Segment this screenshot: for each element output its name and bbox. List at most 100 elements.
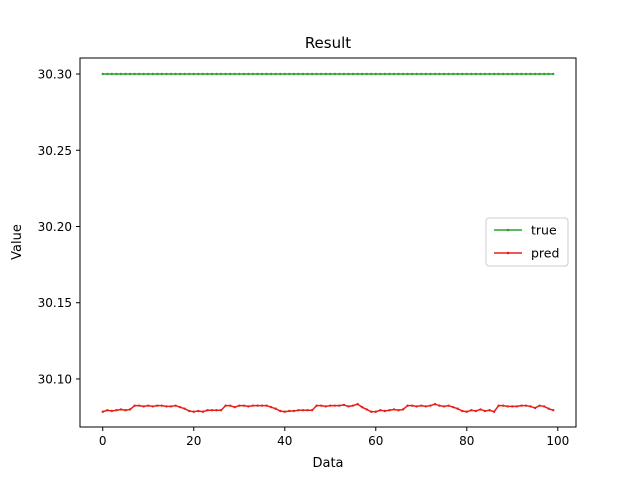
series-layer xyxy=(101,72,555,413)
series-pred-point xyxy=(228,404,232,407)
series-true-point xyxy=(542,72,546,76)
series-pred-point xyxy=(483,409,487,413)
series-true-point xyxy=(447,72,450,76)
series-pred-point xyxy=(283,410,286,413)
series-true-point xyxy=(456,72,459,76)
series-pred-point xyxy=(115,409,118,412)
series-pred-point xyxy=(188,409,191,413)
series-true-point xyxy=(415,72,418,76)
series-true-point xyxy=(524,72,528,76)
series-pred-point xyxy=(506,405,509,408)
series-true-point xyxy=(133,72,136,76)
series-true-point xyxy=(306,72,309,76)
series-true-point xyxy=(379,72,382,76)
series-true-point xyxy=(497,72,500,76)
series-pred-point xyxy=(251,404,255,407)
series-pred-point xyxy=(479,408,482,411)
series-pred-point xyxy=(238,404,241,407)
series-true-point xyxy=(119,72,123,76)
x-axis: 0 20 40 60 80 100 xyxy=(99,427,569,448)
series-pred-point xyxy=(406,404,409,407)
series-pred-point xyxy=(110,409,114,413)
series-pred-point xyxy=(124,409,127,412)
series-true-point xyxy=(424,72,428,76)
series-pred-point xyxy=(224,404,227,407)
y-tick-label: 30.15 xyxy=(38,296,72,310)
series-true-point xyxy=(115,72,118,76)
x-tick-label: 100 xyxy=(546,434,569,448)
series-pred-point xyxy=(383,409,387,413)
y-tick-label: 30.20 xyxy=(38,220,72,234)
series-true-point xyxy=(529,72,532,76)
series-true-point xyxy=(347,72,350,76)
series-true-point xyxy=(429,72,432,76)
series-pred-point xyxy=(433,402,437,406)
series-true-point xyxy=(442,72,446,76)
series-true-point xyxy=(256,72,259,76)
series-pred-point xyxy=(297,409,300,412)
series-true-point xyxy=(178,72,182,76)
series-true-point xyxy=(106,72,109,76)
series-pred-point xyxy=(547,407,550,410)
x-tick-label: 80 xyxy=(459,434,474,448)
y-tick-label: 30.25 xyxy=(38,144,72,158)
series-pred-point xyxy=(552,409,555,412)
series-true-point xyxy=(420,72,423,76)
series-true-point xyxy=(465,72,468,76)
series-true-point xyxy=(315,72,318,76)
series-pred-point xyxy=(356,402,359,406)
series-true-point xyxy=(397,72,400,76)
series-true-point xyxy=(274,72,277,76)
series-true-point xyxy=(137,72,141,76)
series-true-point xyxy=(233,72,236,76)
series-pred-point xyxy=(533,406,537,410)
series-true-point xyxy=(360,72,364,76)
x-tick-label: 0 xyxy=(99,434,107,448)
series-pred-point xyxy=(233,405,236,409)
series-true-point xyxy=(260,72,264,76)
series-true-point xyxy=(433,72,437,76)
legend-true-label: true xyxy=(531,223,557,238)
series-pred-point xyxy=(379,409,382,412)
series-true-point xyxy=(538,72,541,76)
series-true-point xyxy=(151,72,155,76)
series-true-point xyxy=(479,72,482,76)
series-true-point xyxy=(128,72,132,76)
plot-area xyxy=(79,57,577,428)
series-pred-point xyxy=(351,404,355,407)
series-true-point xyxy=(520,72,523,76)
series-pred-point xyxy=(524,404,528,407)
series-pred-point xyxy=(174,404,177,407)
series-true-point xyxy=(515,72,519,76)
series-true-point xyxy=(174,72,177,76)
series-true-point xyxy=(351,72,355,76)
y-tick-label: 30.30 xyxy=(38,68,72,82)
series-true-point xyxy=(192,72,195,76)
series-true-point xyxy=(201,72,205,76)
series-true-point xyxy=(506,72,509,76)
series-true-point xyxy=(238,72,241,76)
series-pred-point xyxy=(542,405,546,408)
series-true-point xyxy=(319,72,323,76)
series-true-point xyxy=(283,72,286,76)
series-true-point xyxy=(533,72,537,76)
series-true-point xyxy=(251,72,255,76)
series-true-point xyxy=(451,72,455,76)
series-pred-point xyxy=(128,408,132,411)
series-pred-point xyxy=(269,405,273,409)
series-true-point xyxy=(247,72,250,76)
series-pred-point xyxy=(451,405,455,409)
series-true-point xyxy=(279,72,282,76)
plot-frame xyxy=(79,57,577,428)
series-true-point xyxy=(547,72,550,76)
series-true-point xyxy=(301,72,305,76)
series-pred-point xyxy=(520,404,523,407)
series-true-point xyxy=(438,72,441,76)
x-tick-label: 20 xyxy=(186,434,201,448)
series-pred-point xyxy=(206,409,209,412)
series-pred-point xyxy=(274,407,277,410)
series-pred-point xyxy=(301,409,305,412)
series-pred-point xyxy=(511,405,514,408)
series-pred-point xyxy=(474,409,478,413)
